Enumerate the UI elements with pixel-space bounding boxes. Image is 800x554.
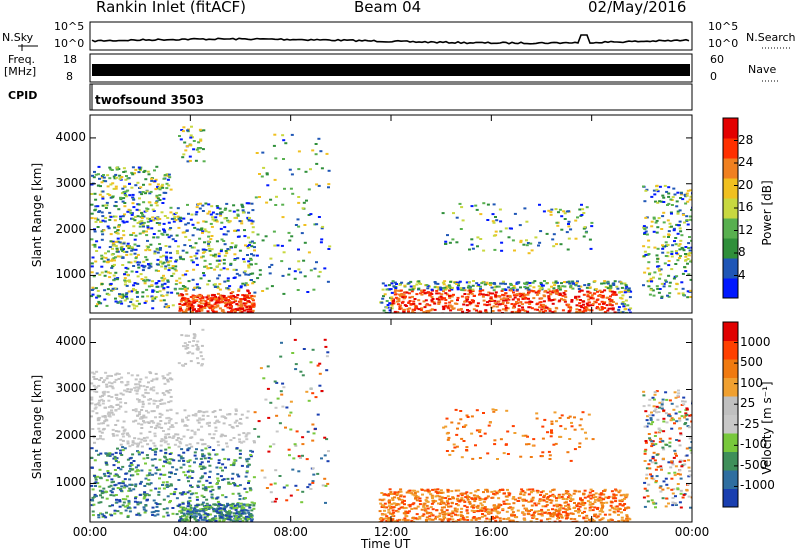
power-colorbar-label: Power [dB]: [760, 180, 774, 246]
freq-tick-top: 18: [63, 53, 77, 66]
colorbar-tick-label: 25: [740, 396, 756, 411]
colorbar-tick-label: 16: [738, 200, 754, 214]
colorbar-segment: [723, 158, 738, 179]
echo-field: [90, 125, 692, 313]
colorbar-tick-label: 12: [738, 222, 754, 237]
nsky-tick-bottom: 10^0: [54, 37, 85, 50]
x-tick-label: 00:00: [674, 525, 710, 539]
y-tick-label: 3000: [55, 381, 86, 396]
cpid-value: twofsound 3503: [95, 93, 204, 107]
colorbar-segment: [723, 340, 738, 360]
echo-field: [90, 328, 692, 522]
beam-label: Beam 04: [354, 0, 422, 16]
colorbar-segment: [723, 278, 738, 299]
colorbar-segment: [723, 488, 738, 508]
y-tick-label: 1000: [55, 475, 86, 490]
colorbar-segment: [723, 178, 738, 199]
station-title: Rankin Inlet (fitACF): [96, 0, 247, 16]
nsky-tick-top: 10^5: [54, 20, 85, 33]
nave-label: Nave: [748, 63, 777, 76]
colorbar-tick-label: -100: [740, 437, 768, 452]
colorbar-tick-label: 28: [738, 132, 754, 147]
colorbar-tick-label: 100: [740, 375, 763, 390]
colorbar-segment: [723, 218, 738, 239]
power-ylabel: Slant Range [km]: [30, 162, 44, 268]
x-tick-label: 08:00: [273, 525, 308, 539]
y-tick-label: 4000: [55, 334, 86, 349]
colorbar-segment: [723, 433, 738, 452]
x-tick-label: 12:00: [373, 525, 409, 539]
colorbar-segment: [723, 414, 738, 434]
nsearch-tick-bottom: 10^0: [708, 37, 739, 50]
x-tick-label: 00:00: [72, 525, 108, 539]
colorbar-tick-label: -1000: [740, 478, 775, 493]
colorbar-segment: [723, 322, 738, 341]
colorbar-segment: [723, 359, 738, 378]
colorbar-frame: [722, 321, 739, 508]
x-tick-label: 16:00: [474, 525, 509, 539]
velocity-panel: [89, 318, 739, 523]
freq-label-1: Freq.: [8, 53, 36, 66]
colorbar-segment: [723, 470, 738, 489]
colorbar-segment: [723, 198, 738, 219]
freq-trace: [92, 64, 690, 76]
colorbar-segment: [723, 451, 738, 471]
cpid-label: CPID: [8, 89, 38, 102]
date-label: 02/May/2016: [588, 0, 687, 16]
colorbar-tick-label: 20: [738, 177, 754, 192]
y-tick-label: 2000: [55, 428, 86, 443]
nsky-trace: [91, 34, 690, 45]
colorbar-tick-label: 500: [740, 355, 763, 370]
colorbar-segment: [723, 396, 738, 415]
y-tick-label: 4000: [55, 129, 86, 144]
colorbar-tick-label: 4: [738, 267, 746, 282]
nsky-label: N.Sky: [2, 31, 34, 44]
colorbar-tick-label: 1000: [740, 334, 771, 349]
nsky-strip: [18, 21, 790, 51]
colorbar-tick-label: -500: [740, 457, 768, 472]
colorbar-segment: [723, 258, 738, 279]
x-tick-label: 20:00: [574, 525, 609, 539]
freq-tick-bottom: 8: [66, 70, 73, 83]
colorbar-tick-label: 8: [738, 245, 746, 259]
power-panel: [89, 114, 739, 314]
cpid-strip: [89, 83, 693, 111]
colorbar-segment: [723, 238, 738, 259]
nsearch-label: N.Search: [746, 31, 796, 44]
colorbar-segment: [723, 138, 738, 159]
y-tick-label: 1000: [55, 267, 86, 282]
nave-tick-bottom: 0: [710, 70, 717, 83]
y-tick-label: 2000: [55, 221, 86, 236]
colorbar-segment: [723, 118, 738, 139]
colorbar-segment: [723, 377, 738, 397]
colorbar-tick-label: 24: [738, 155, 754, 169]
freq-label-2: [MHz]: [4, 65, 37, 78]
freq-strip: [89, 53, 780, 83]
velocity-ylabel: Slant Range [km]: [30, 374, 44, 480]
x-tick-label: 04:00: [173, 525, 208, 539]
x-axis-label: Time UT: [361, 537, 411, 551]
nsearch-tick-top: 10^5: [708, 20, 739, 33]
y-tick-label: 3000: [55, 175, 86, 190]
nave-tick-top: 60: [710, 53, 724, 66]
colorbar-tick-label: -25: [740, 416, 760, 431]
